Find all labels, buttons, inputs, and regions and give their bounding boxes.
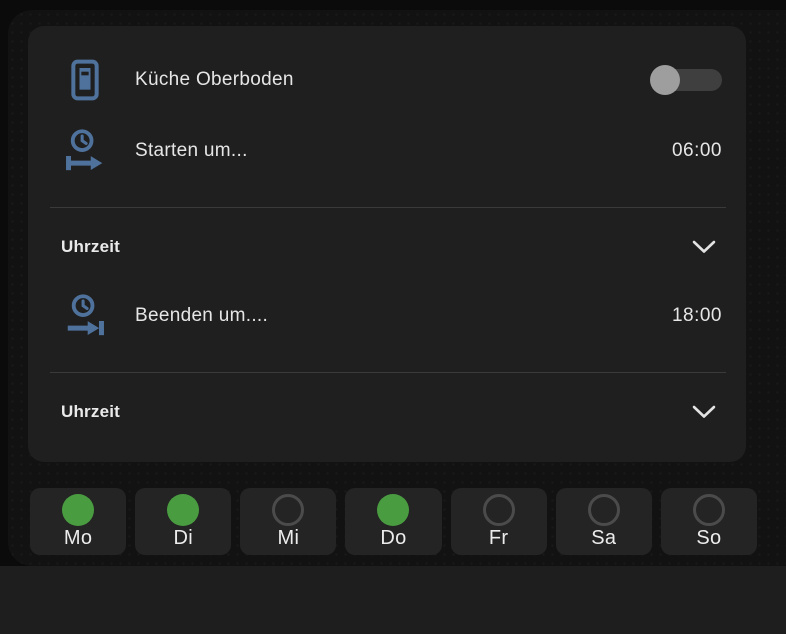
day-label: Sa <box>591 527 617 549</box>
day-button[interactable]: Sa <box>555 488 652 555</box>
day-button[interactable]: So <box>660 488 757 555</box>
day-button[interactable]: Do <box>345 488 442 555</box>
day-indicator-icon <box>62 494 95 526</box>
toggle-thumb <box>650 65 680 95</box>
day-label: Mi <box>277 527 300 549</box>
end-time-row: Beenden um.... 18:00 <box>28 286 746 346</box>
device-name: Küche Oberboden <box>135 69 294 90</box>
day-label: Fr <box>488 527 509 549</box>
chevron-down-icon[interactable] <box>692 240 716 254</box>
day-label: Do <box>380 527 407 549</box>
light-switch-icon <box>62 57 108 103</box>
day-indicator-icon <box>167 494 200 526</box>
device-toggle[interactable] <box>650 65 722 95</box>
day-button[interactable]: Mi <box>240 488 337 555</box>
schedule-card: Küche Oberboden Starten um... 06:00 <box>28 26 746 462</box>
bottom-strip <box>0 566 786 634</box>
weekday-selector: Mo Di Mi Do Fr Sa So <box>30 488 757 555</box>
end-time-label: Beenden um.... <box>135 305 269 326</box>
day-label: Mo <box>63 527 93 549</box>
divider <box>50 372 726 373</box>
day-indicator-icon <box>587 494 620 526</box>
start-time-row: Starten um... 06:00 <box>28 121 746 181</box>
day-indicator-icon <box>272 494 305 526</box>
start-picker-label: Uhrzeit <box>61 237 121 256</box>
end-time-picker[interactable]: Uhrzeit <box>28 392 746 432</box>
divider <box>50 207 726 208</box>
day-button[interactable]: Mo <box>30 488 127 555</box>
start-time-label: Starten um... <box>135 140 248 161</box>
day-label: So <box>696 527 722 549</box>
day-indicator-icon <box>377 494 410 526</box>
day-indicator-icon <box>482 494 515 526</box>
end-picker-label: Uhrzeit <box>61 402 121 421</box>
day-label: Di <box>173 527 193 549</box>
start-time-value[interactable]: 06:00 <box>671 140 722 161</box>
start-time-picker[interactable]: Uhrzeit <box>28 227 746 267</box>
clock-start-icon <box>62 128 108 174</box>
chevron-down-icon[interactable] <box>692 405 716 419</box>
schedule-panel: Küche Oberboden Starten um... 06:00 <box>8 10 786 566</box>
day-indicator-icon <box>692 494 725 526</box>
device-row: Küche Oberboden <box>28 50 746 110</box>
day-button[interactable]: Di <box>135 488 232 555</box>
day-button[interactable]: Fr <box>450 488 547 555</box>
end-time-value[interactable]: 18:00 <box>671 305 722 326</box>
clock-end-icon <box>62 293 108 339</box>
